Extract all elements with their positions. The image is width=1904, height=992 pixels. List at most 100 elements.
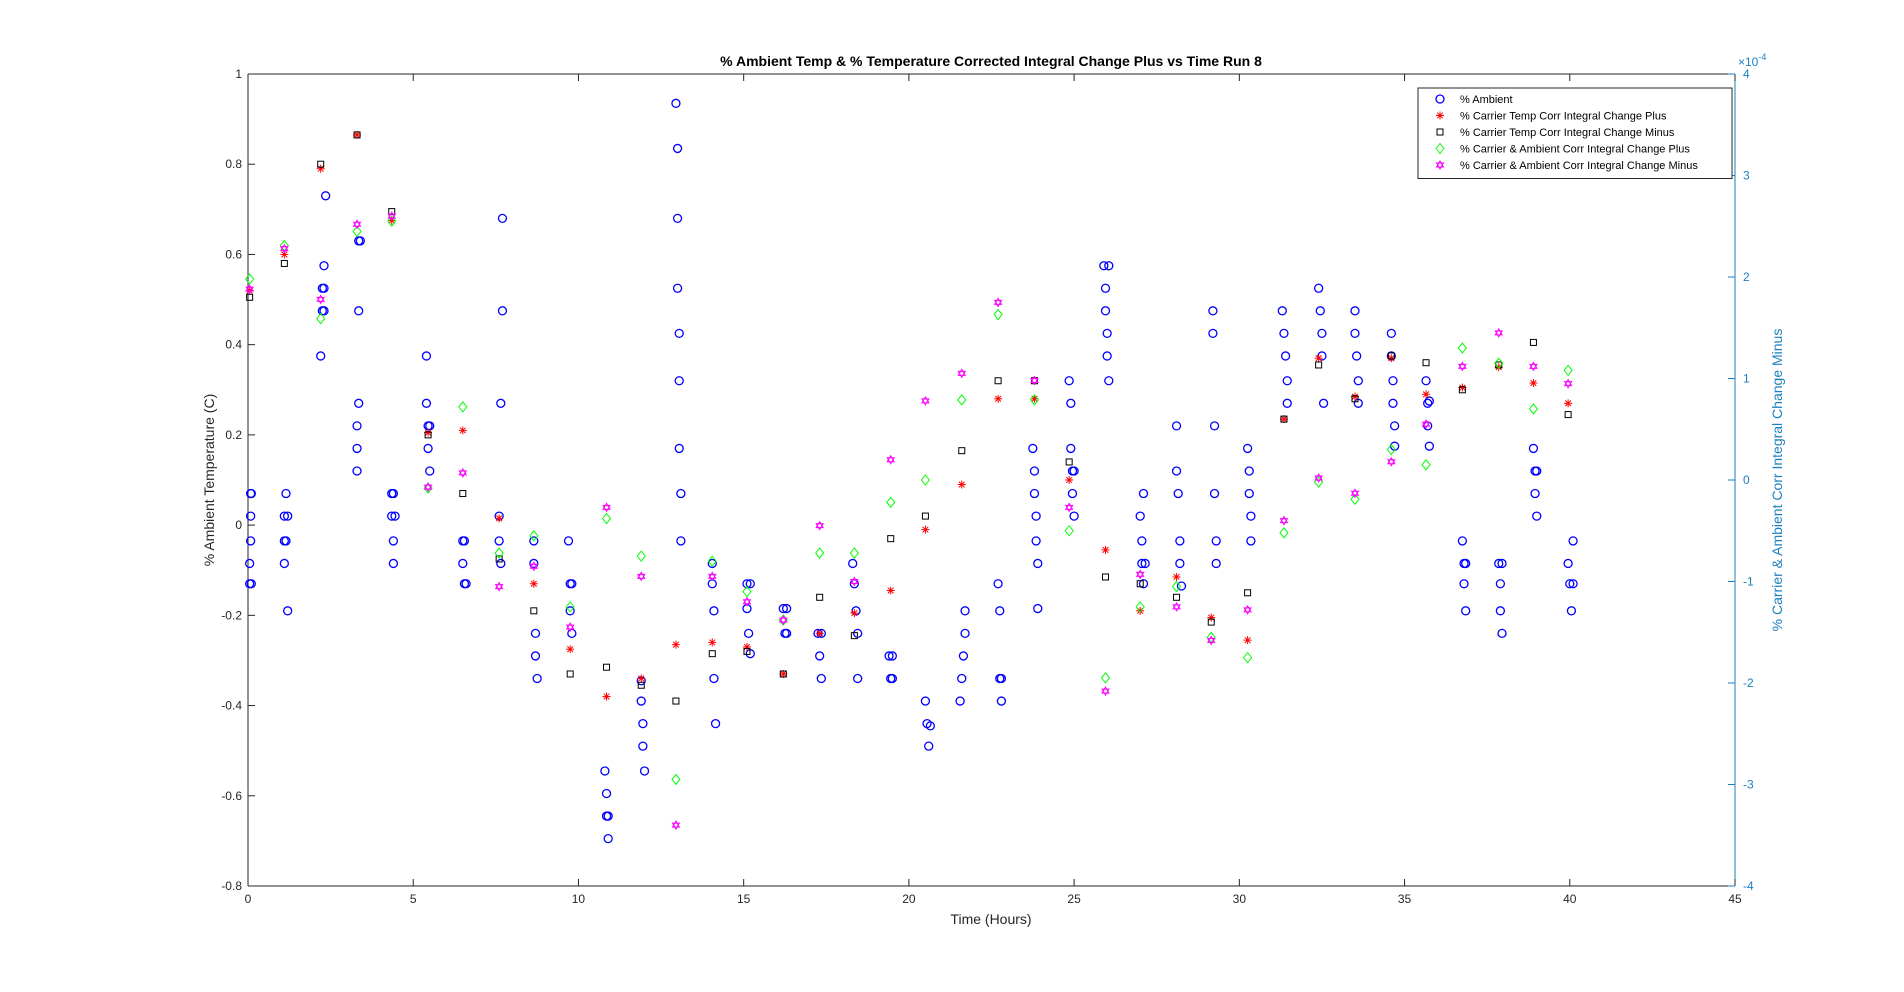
x-tick-label: 35 xyxy=(1398,892,1412,906)
data-point xyxy=(708,650,716,658)
hexagram-triangle xyxy=(993,299,1003,308)
data-point xyxy=(886,496,896,509)
data-point xyxy=(387,511,397,521)
data-point xyxy=(1458,386,1466,394)
data-point xyxy=(1140,558,1150,569)
data-point xyxy=(245,536,256,546)
data-point xyxy=(921,525,930,534)
hexagram-triangle xyxy=(565,622,575,630)
data-point xyxy=(1564,399,1573,408)
data-point xyxy=(319,283,329,293)
data-point xyxy=(1208,328,1218,339)
data-point xyxy=(708,638,717,647)
data-point xyxy=(1529,361,1538,372)
data-point xyxy=(1421,376,1431,386)
hexagram-triangle xyxy=(245,286,254,295)
hexagram-triangle xyxy=(387,213,397,222)
data-point xyxy=(781,603,792,614)
data-point xyxy=(993,579,1003,589)
data-point xyxy=(849,547,860,559)
data-point xyxy=(1353,376,1363,386)
data-point xyxy=(781,628,792,639)
data-point xyxy=(387,215,397,227)
data-point xyxy=(920,696,931,706)
data-point xyxy=(603,833,613,844)
data-point xyxy=(778,615,788,626)
data-point xyxy=(317,160,325,168)
asterisk-stroke xyxy=(1436,112,1444,119)
data-point xyxy=(709,606,719,616)
hexagram-triangle xyxy=(1435,162,1445,170)
exponent-power: -4 xyxy=(1758,52,1766,62)
y-right-tick-label: 4 xyxy=(1743,67,1750,81)
data-point xyxy=(319,261,329,271)
asterisk-stroke xyxy=(1280,415,1288,423)
hexagram-triangle xyxy=(815,523,824,531)
data-point xyxy=(1277,306,1287,316)
data-point xyxy=(848,558,858,569)
data-point xyxy=(1030,375,1039,386)
data-point xyxy=(602,692,611,701)
data-point xyxy=(1136,580,1144,588)
data-point xyxy=(674,328,684,339)
data-point xyxy=(1314,472,1323,483)
x-tick-label: 5 xyxy=(410,892,417,906)
y-tick-label: 0 xyxy=(235,518,242,532)
legend-entry-label: % Carrier & Ambient Corr Integral Change… xyxy=(1460,144,1690,156)
data-point xyxy=(1532,466,1542,476)
data-point xyxy=(815,520,824,531)
data-point xyxy=(494,536,504,546)
legend-marker xyxy=(1436,128,1444,136)
legend-marker xyxy=(1435,94,1445,104)
data-point xyxy=(1388,376,1398,386)
data-point xyxy=(1029,488,1040,499)
x-axis-label: Time (Hours) xyxy=(950,911,1031,927)
data-point xyxy=(886,586,895,595)
data-point xyxy=(390,511,400,521)
data-point xyxy=(960,628,970,639)
data-point xyxy=(672,143,683,154)
hexagram-triangle xyxy=(1135,571,1145,580)
data-point xyxy=(1244,589,1252,597)
data-point xyxy=(1282,398,1292,408)
data-point xyxy=(996,673,1007,684)
data-point xyxy=(921,512,929,520)
hexagram-triangle xyxy=(1421,421,1431,430)
data-point xyxy=(458,467,468,478)
chart-title: % Ambient Temp & % Temperature Corrected… xyxy=(720,53,1262,69)
hexagram-triangle xyxy=(921,398,930,406)
data-point xyxy=(1494,327,1504,338)
data-point xyxy=(495,555,503,563)
data-point xyxy=(960,606,970,616)
data-point xyxy=(245,558,255,569)
hexagram-triangle xyxy=(1064,502,1074,510)
hexagram-triangle xyxy=(1563,378,1573,387)
asterisk-stroke xyxy=(1351,393,1359,400)
data-point xyxy=(1350,488,1360,499)
y-right-tick-label: 1 xyxy=(1743,372,1750,386)
asterisk-stroke xyxy=(530,580,538,587)
y-tick-label: -0.2 xyxy=(221,608,242,622)
data-point xyxy=(1568,579,1578,589)
hexagram-triangle xyxy=(957,370,967,379)
hexagram-triangle xyxy=(1101,686,1110,694)
data-point xyxy=(1102,351,1112,361)
data-point xyxy=(1209,421,1220,431)
exponent-base: ×10 xyxy=(1738,55,1759,69)
data-point xyxy=(1246,536,1256,546)
data-point xyxy=(1350,493,1360,506)
asterisk-stroke xyxy=(780,670,787,678)
data-point xyxy=(886,454,896,465)
data-point xyxy=(496,558,506,569)
data-point xyxy=(1568,536,1578,546)
data-point xyxy=(530,607,538,615)
data-point xyxy=(1100,306,1111,316)
data-point xyxy=(676,488,686,499)
y-tick-label: 0.6 xyxy=(225,247,242,261)
asterisk-stroke xyxy=(816,630,823,637)
hexagram-triangle xyxy=(815,520,824,529)
data-point xyxy=(1461,558,1471,569)
data-point xyxy=(461,579,471,589)
